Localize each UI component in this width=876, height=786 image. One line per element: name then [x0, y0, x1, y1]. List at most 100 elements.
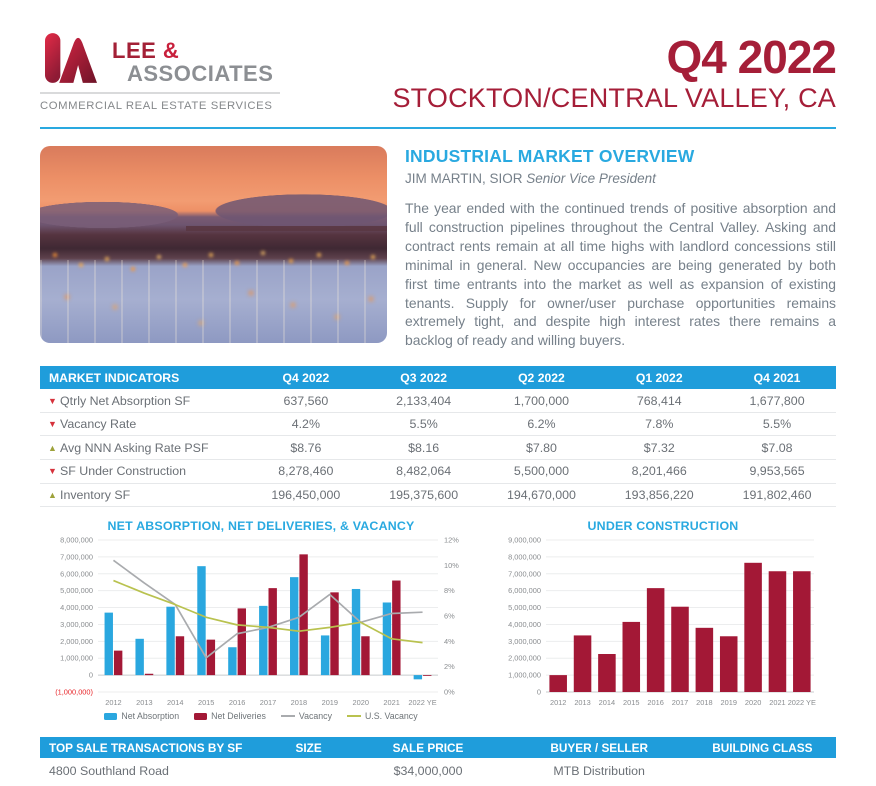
- x-axis-label: 2021: [769, 698, 785, 707]
- top-sale-transactions-table: TOP SALE TRANSACTIONS BY SF SIZE SALE PRIC…: [40, 737, 836, 778]
- x-axis-label: 2016: [647, 698, 663, 707]
- indicators-col-header-q4-2022: Q4 2022: [282, 370, 330, 385]
- indicator-value: 191,802,460: [742, 487, 812, 502]
- x-axis-label: 2020: [353, 698, 369, 707]
- bar-net-absorption: [259, 606, 268, 676]
- indicator-label-cell: ▼ Qtrly Net Absorption SF: [40, 394, 247, 408]
- indicator-value: 195,375,600: [389, 487, 459, 502]
- overview-body: The year ended with the continued trends…: [405, 200, 836, 349]
- legend-swatch-u-s-vacancy: [346, 715, 361, 718]
- transactions-header: TOP SALE TRANSACTIONS BY SF SIZE SALE PRIC…: [40, 737, 836, 759]
- legend-item-net-deliveries: Net Deliveries: [194, 711, 266, 721]
- x-axis-label: 2016: [229, 698, 245, 707]
- indicator-label: Avg NNN Asking Rate PSF: [60, 440, 209, 455]
- left-axis-tick-label: 8,000,000: [60, 536, 93, 545]
- left-axis-tick-label: 0: [89, 671, 93, 680]
- indicator-value: 768,414: [636, 393, 682, 408]
- indicator-value: 5.5%: [409, 417, 438, 432]
- indicator-label: Qtrly Net Absorption SF: [60, 393, 191, 408]
- bar-net-absorption: [413, 675, 423, 680]
- trend-down-icon: ▼: [48, 395, 57, 406]
- left-axis-tick-label: 3,000,000: [60, 620, 93, 629]
- logo-divider: [40, 92, 280, 95]
- y-axis-tick-label: 8,000,000: [508, 553, 541, 562]
- bar-under-construction: [622, 622, 641, 693]
- indicator-value: 8,482,064: [396, 464, 452, 479]
- y-axis-tick-label: 3,000,000: [508, 637, 541, 646]
- indicator-value: $7.32: [643, 440, 675, 455]
- indicator-label: Vacancy Rate: [60, 417, 137, 432]
- indicator-row-avg-nnn-asking-rate-psf: ▲ Avg NNN Asking Rate PSF $8.76 $8.16 $7.80 $…: [40, 436, 836, 461]
- x-axis-label: 2020: [745, 698, 761, 707]
- transactions-col-header-size: SIZE: [295, 740, 322, 755]
- logo-ampersand: &: [162, 38, 180, 63]
- bar-net-absorption: [104, 612, 113, 676]
- logo-wordmark: LEE & ASSOCIATES: [112, 32, 273, 85]
- indicators-header: MARKET INDICATORS Q4 2022 Q3 2022 Q2 2022 Q1…: [40, 366, 836, 390]
- trend-down-icon: ▼: [48, 419, 57, 430]
- x-axis-label: 2019: [721, 698, 737, 707]
- bar-net-deliveries: [268, 588, 277, 676]
- absorption-chart-title: NET ABSORPTION, NET DELIVERIES, & VACANC…: [107, 519, 415, 534]
- bar-under-construction: [573, 635, 592, 693]
- indicators-col-header-q3-2022: Q3 2022: [400, 370, 448, 385]
- bar-under-construction: [646, 588, 665, 693]
- under-construction-chart-title: UNDER CONSTRUCTION: [587, 519, 739, 534]
- bar-under-construction: [695, 628, 714, 693]
- bar-net-absorption: [135, 639, 144, 676]
- indicator-value: 5.5%: [762, 417, 792, 432]
- bar-net-absorption: [320, 635, 330, 676]
- indicator-label-cell: ▲ Avg NNN Asking Rate PSF: [40, 441, 247, 455]
- right-axis-tick-label: 0%: [444, 688, 455, 697]
- indicator-row-inventory-sf: ▲ Inventory SF 196,450,000 195,375,600 194,6…: [40, 484, 836, 508]
- indicator-value: 8,201,466: [631, 464, 687, 479]
- indicator-value: 8,278,460: [278, 464, 334, 479]
- bar-under-construction: [549, 675, 567, 693]
- indicator-value: 2,133,404: [396, 393, 452, 408]
- transaction-price: $34,000,000: [393, 764, 463, 779]
- y-axis-tick-label: 9,000,000: [508, 536, 541, 545]
- report-market-title: STOCKTON/CENTRAL VALLEY, CA: [392, 83, 836, 113]
- indicators-col-header-q2-2022: Q2 2022: [518, 370, 565, 385]
- legend-swatch-net-deliveries: [194, 712, 208, 720]
- y-axis-tick-label: 7,000,000: [508, 569, 541, 578]
- report-header: LEE & ASSOCIATES COMMERCIAL REAL ESTATE …: [40, 0, 837, 114]
- indicator-label: SF Under Construction: [60, 464, 187, 479]
- market-indicators-table: MARKET INDICATORS Q4 2022 Q3 2022 Q2 2022 Q1…: [40, 366, 836, 508]
- indicator-value: $8.76: [290, 440, 322, 455]
- line-vacancy: [112, 559, 423, 659]
- indicators-col-header-q1-2022: Q1 2022: [635, 370, 683, 385]
- transactions-col-header-sale-price: SALE PRICE: [392, 740, 464, 755]
- indicator-value: 637,560: [283, 393, 329, 408]
- left-axis-tick-label: (1,000,000): [55, 688, 93, 697]
- trend-up-icon: ▲: [48, 442, 57, 453]
- photo-water-reflections: [40, 260, 387, 343]
- indicator-row-vacancy-rate: ▼ Vacancy Rate 4.2% 5.5% 6.2% 7.8% 5.5%: [40, 413, 836, 437]
- trend-down-icon: ▼: [48, 466, 57, 477]
- y-axis-tick-label: 2,000,000: [508, 654, 541, 663]
- y-axis-tick-label: 6,000,000: [508, 586, 541, 595]
- overview-section: INDUSTRIAL MARKET OVERVIEW JIM MARTIN, S…: [40, 146, 836, 350]
- indicator-value: $7.80: [525, 440, 557, 455]
- legend-item-u-s-vacancy: U.S. Vacancy: [346, 711, 418, 721]
- indicator-row-sf-under-construction: ▼ SF Under Construction 8,278,460 8,482,064…: [40, 460, 836, 484]
- photo-bridge: [185, 225, 387, 231]
- lee-associates-logo: LEE & ASSOCIATES COMMERCIAL REAL ESTATE …: [40, 32, 290, 112]
- indicator-value: 4.2%: [291, 417, 320, 432]
- bar-net-absorption: [197, 566, 206, 676]
- right-axis-tick-label: 8%: [444, 586, 455, 595]
- bar-net-absorption: [382, 602, 392, 676]
- left-axis-tick-label: 6,000,000: [60, 569, 93, 578]
- bar-under-construction: [598, 654, 616, 693]
- bar-net-deliveries: [206, 639, 216, 676]
- absorption-chart-svg: (1,000,000) 0 1,000,000 2,000,000 3,000,000 4…: [55, 536, 459, 708]
- left-axis-tick-label: 7,000,000: [60, 553, 93, 562]
- x-axis-label: 2014: [599, 698, 615, 707]
- bar-under-construction: [671, 606, 689, 693]
- x-axis-label: 2017: [260, 698, 276, 707]
- indicator-value: $7.08: [761, 440, 793, 455]
- bar-net-absorption: [351, 589, 361, 676]
- legend-label: Vacancy: [298, 711, 332, 722]
- indicators-title: MARKET INDICATORS: [49, 370, 180, 385]
- indicator-label-cell: ▲ Inventory SF: [40, 488, 247, 502]
